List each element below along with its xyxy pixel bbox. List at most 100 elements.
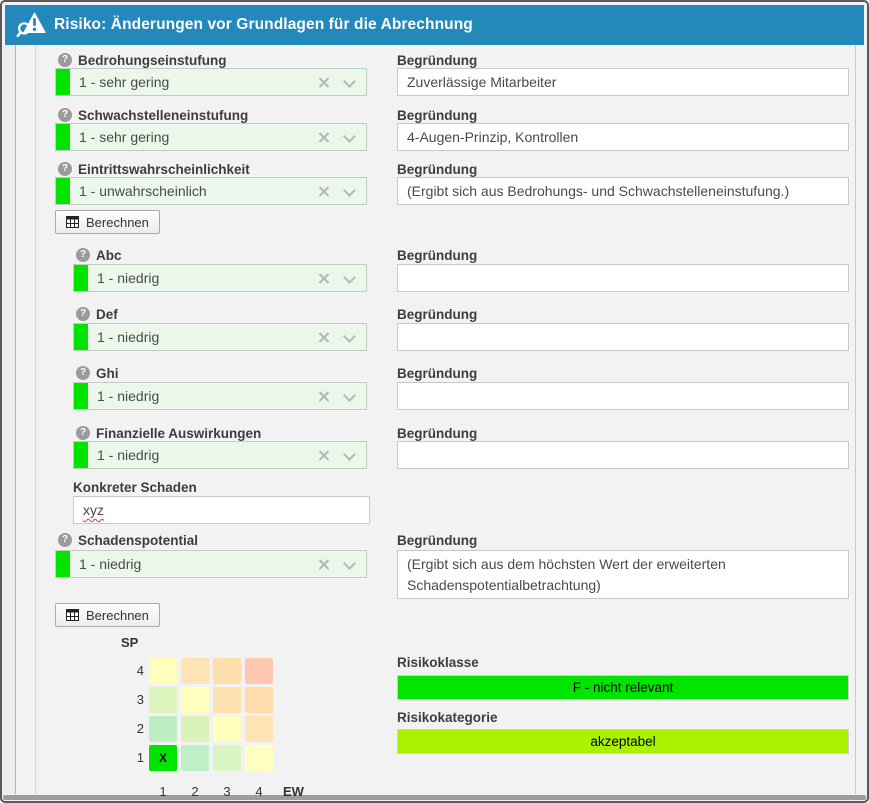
selected-value: 1 - niedrig — [97, 388, 160, 404]
dialog-title: Risiko: Änderungen vor Grundlagen für di… — [54, 16, 473, 33]
matrix-row-label: 4 — [136, 663, 144, 678]
konkreter-schaden-input[interactable]: xyz — [73, 496, 370, 524]
chevron-down-icon[interactable] — [344, 272, 354, 282]
field-label-row: ? Bedrohungseinstufung — [58, 52, 227, 68]
help-icon[interactable]: ? — [58, 53, 72, 67]
help-icon[interactable]: ? — [76, 248, 90, 262]
left-panel-strip — [2, 45, 15, 794]
chevron-down-icon[interactable] — [344, 131, 354, 141]
ghi-select[interactable]: 1 - niedrig — [73, 382, 367, 410]
risikokategorie-value: akzeptabel — [590, 734, 656, 749]
begruendung-label-row: Begründung — [397, 306, 477, 322]
begruendung-def-input[interactable] — [397, 323, 849, 351]
clear-icon[interactable] — [317, 272, 330, 285]
rating-color-swatch — [74, 265, 88, 291]
help-icon[interactable]: ? — [58, 533, 72, 547]
field-label-row: ? Abc — [76, 247, 122, 263]
field-label: Bedrohungseinstufung — [78, 52, 227, 68]
input-value: Zuverlässige Mitarbeiter — [407, 74, 557, 90]
clear-icon[interactable] — [317, 449, 330, 462]
matrix-col-label: 2 — [191, 784, 199, 799]
field-label-row: Konkreter Schaden — [73, 479, 197, 495]
horizontal-scrollbar[interactable] — [3, 795, 866, 800]
abc-select[interactable]: 1 - niedrig — [73, 264, 367, 292]
field-label: Begründung — [397, 52, 478, 68]
input-value: 4-Augen-Prinzip, Kontrollen — [407, 129, 579, 145]
chevron-down-icon[interactable] — [344, 76, 354, 86]
eintrittswahrscheinlichkeit-select[interactable]: 1 - unwahrscheinlich — [55, 177, 367, 205]
rating-color-swatch — [74, 324, 88, 350]
matrix-cell — [245, 716, 273, 742]
matrix-cell — [149, 687, 177, 713]
rating-color-swatch — [56, 178, 70, 204]
matrix-cell — [213, 745, 241, 771]
chevron-down-icon[interactable] — [344, 185, 354, 195]
field-label-row: ? Eintrittswahrscheinlichkeit — [58, 161, 250, 177]
begruendung-abc-input[interactable] — [397, 264, 849, 292]
help-icon[interactable]: ? — [76, 426, 90, 440]
matrix-col-label: 3 — [223, 784, 231, 799]
begruendung-finanziell-input[interactable] — [397, 441, 849, 469]
clear-icon[interactable] — [317, 390, 330, 403]
begruendung-ghi-input[interactable] — [397, 382, 849, 410]
field-label: Begründung — [397, 161, 478, 177]
matrix-cell — [213, 658, 241, 684]
clear-icon[interactable] — [317, 558, 330, 571]
matrix-col-label: 1 — [159, 784, 167, 799]
matrix-cell — [245, 687, 273, 713]
begruendung-eintritt-input[interactable]: (Ergibt sich aus Bedrohungs- und Schwach… — [397, 177, 849, 205]
matrix-cell — [181, 658, 209, 684]
begruendung-schadenspotential-textarea[interactable]: (Ergibt sich aus dem höchsten Wert der e… — [397, 550, 849, 599]
begruendung-label-row: Begründung — [397, 52, 477, 68]
def-select[interactable]: 1 - niedrig — [73, 323, 367, 351]
risk-warning-magnifier-icon — [16, 11, 47, 39]
rating-color-swatch — [56, 69, 70, 95]
berechnen-button[interactable]: Berechnen — [55, 210, 160, 234]
matrix-cell — [245, 745, 273, 771]
risikokategorie-value-bar: akzeptabel — [397, 729, 849, 754]
matrix-col-label: 4 — [255, 784, 263, 799]
clear-icon[interactable] — [317, 76, 330, 89]
selected-value: 1 - niedrig — [97, 329, 160, 345]
rating-color-swatch — [56, 124, 70, 150]
risikokategorie-label-row: Risikokategorie — [397, 709, 498, 725]
help-icon[interactable]: ? — [76, 366, 90, 380]
selected-value: 1 - niedrig — [79, 556, 142, 572]
matrix-marker: X — [158, 751, 167, 765]
help-icon[interactable]: ? — [76, 307, 90, 321]
matrix-cell — [181, 745, 209, 771]
field-label-row: ? Schadenspotential — [58, 532, 198, 548]
dialog-titlebar: Risiko: Änderungen vor Grundlagen für di… — [5, 5, 864, 45]
schadenspotential-select[interactable]: 1 - niedrig — [55, 550, 367, 578]
chevron-down-icon[interactable] — [344, 449, 354, 459]
rating-color-swatch — [74, 442, 88, 468]
panel-divider — [35, 45, 36, 794]
help-icon[interactable]: ? — [58, 108, 72, 122]
clear-icon[interactable] — [317, 185, 330, 198]
field-label-row: ? Schwachstelleneinstufung — [58, 107, 248, 123]
button-label: Berechnen — [86, 214, 149, 230]
chevron-down-icon[interactable] — [344, 331, 354, 341]
bedrohungseinstufung-select[interactable]: 1 - sehr gering — [55, 68, 367, 96]
chevron-down-icon[interactable] — [344, 558, 354, 568]
clear-icon[interactable] — [317, 131, 330, 144]
matrix-x-axis-label: EW — [283, 784, 304, 799]
finanzielle-auswirkungen-select[interactable]: 1 - niedrig — [73, 441, 367, 469]
clear-icon[interactable] — [317, 331, 330, 344]
help-icon[interactable]: ? — [58, 162, 72, 176]
matrix-cell — [181, 716, 209, 742]
table-calc-icon — [66, 216, 79, 228]
begruendung-label-row: Begründung — [397, 107, 477, 123]
begruendung-schwachstellen-input[interactable]: 4-Augen-Prinzip, Kontrollen — [397, 123, 849, 151]
risikoklasse-value: F - nicht relevant — [572, 680, 674, 695]
schwachstelleneinstufung-select[interactable]: 1 - sehr gering — [55, 123, 367, 151]
input-value: (Ergibt sich aus dem höchsten Wert der e… — [407, 556, 726, 593]
begruendung-bedrohung-input[interactable]: Zuverlässige Mitarbeiter — [397, 68, 849, 96]
field-label: Abc — [96, 247, 122, 263]
berechnen-button[interactable]: Berechnen — [55, 603, 160, 627]
field-label: Begründung — [397, 247, 478, 263]
begruendung-label-row: Begründung — [397, 532, 477, 548]
chevron-down-icon[interactable] — [344, 390, 354, 400]
field-label: Finanzielle Auswirkungen — [96, 425, 262, 441]
